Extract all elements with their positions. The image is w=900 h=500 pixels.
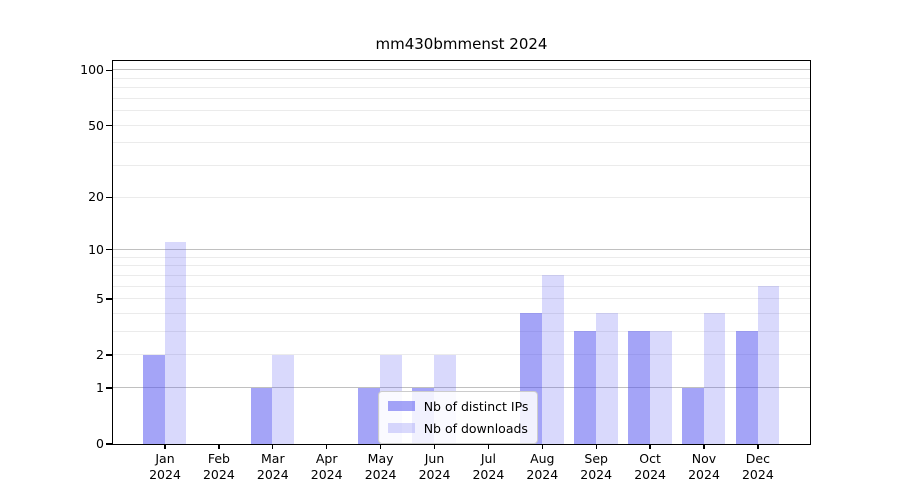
x-tick-label: Dec 2024	[741, 451, 774, 482]
y-tick-label: 2	[96, 347, 104, 363]
legend-label: Nb of distinct IPs	[423, 398, 529, 414]
x-tick-label: Jan 2024	[149, 451, 181, 482]
minor-gridline	[112, 256, 810, 258]
minor-gridline	[112, 274, 810, 276]
major-gridline	[112, 69, 810, 71]
x-tick-label: Mar 2024	[256, 451, 289, 482]
bar-downloads	[703, 313, 726, 444]
minor-gridline	[112, 110, 810, 112]
bar-distinct-ips	[358, 387, 381, 444]
x-tick-mark	[649, 444, 651, 449]
bar-downloads	[757, 286, 780, 444]
bar-distinct-ips	[250, 387, 273, 444]
x-tick-label: May 2024	[364, 451, 397, 482]
x-tick-mark	[272, 444, 274, 449]
y-tick-label: 5	[96, 290, 104, 306]
x-tick-mark	[541, 444, 543, 449]
y-tick-label: 100	[80, 62, 104, 78]
minor-gridline	[112, 285, 810, 287]
legend-item: Nb of distinct IPs	[387, 397, 529, 416]
x-tick-mark	[218, 444, 220, 449]
bar-downloads	[595, 313, 618, 444]
legend-label: Nb of downloads	[423, 420, 528, 436]
major-gridline	[112, 249, 810, 251]
bar-downloads	[272, 354, 295, 444]
legend-swatch-downloads	[387, 423, 415, 434]
y-tick-label: 0	[96, 436, 104, 451]
x-tick-mark	[595, 444, 597, 449]
y-tick-mark	[106, 298, 113, 300]
x-tick-mark	[487, 444, 490, 449]
x-tick-label: Jun 2024	[418, 451, 451, 482]
bar-downloads	[164, 242, 187, 444]
y-tick-mark	[106, 387, 113, 389]
y-tick-mark	[106, 69, 113, 71]
bar-distinct-ips	[627, 331, 650, 444]
y-tick-mark	[106, 196, 113, 199]
y-tick-label: 20	[88, 189, 104, 205]
legend-item: Nb of downloads	[387, 419, 529, 438]
minor-gridline	[112, 354, 810, 356]
x-tick-label: Jul 2024	[472, 451, 505, 482]
minor-gridline	[112, 87, 810, 89]
minor-gridline	[112, 124, 810, 126]
bar-distinct-ips	[142, 354, 165, 444]
x-tick-mark	[433, 444, 436, 449]
major-gridline	[112, 387, 810, 389]
y-tick-mark	[106, 443, 113, 445]
minor-gridline	[112, 298, 810, 300]
y-tick-label: 50	[88, 117, 104, 133]
x-tick-label: Oct 2024	[634, 451, 666, 482]
chart-title: mm430bmmenst 2024	[375, 35, 548, 53]
minor-gridline	[112, 196, 810, 198]
x-tick-label: Nov 2024	[688, 451, 720, 482]
x-tick-mark	[164, 444, 166, 449]
x-tick-label: Sep 2024	[580, 451, 613, 482]
y-tick-mark	[106, 249, 113, 251]
minor-gridline	[112, 330, 810, 332]
legend-swatch-distinct-ips	[387, 401, 415, 412]
bar-distinct-ips	[735, 331, 758, 444]
x-tick-mark	[326, 444, 328, 449]
x-tick-mark	[757, 444, 759, 449]
bar-distinct-ips	[681, 387, 704, 444]
x-tick-label: Aug 2024	[526, 451, 559, 482]
legend: Nb of distinct IPs Nb of downloads	[377, 390, 539, 444]
bar-downloads	[649, 331, 672, 444]
x-tick-mark	[703, 444, 705, 449]
bar-downloads	[541, 275, 564, 444]
minor-gridline	[112, 165, 810, 167]
minor-gridline	[112, 312, 810, 314]
y-tick-mark	[106, 124, 113, 127]
minor-gridline	[112, 142, 810, 144]
minor-gridline	[112, 265, 810, 267]
minor-gridline	[112, 77, 810, 79]
minor-gridline	[112, 98, 810, 100]
x-tick-mark	[379, 444, 382, 449]
x-tick-label: Apr 2024	[310, 451, 343, 482]
bar-distinct-ips	[574, 331, 596, 444]
plot-area: Nb of distinct IPs Nb of downloads	[111, 59, 811, 445]
y-tick-mark	[106, 354, 113, 356]
x-tick-label: Feb 2024	[202, 451, 235, 482]
y-tick-label: 10	[88, 241, 104, 257]
y-tick-label: 1	[96, 379, 104, 395]
